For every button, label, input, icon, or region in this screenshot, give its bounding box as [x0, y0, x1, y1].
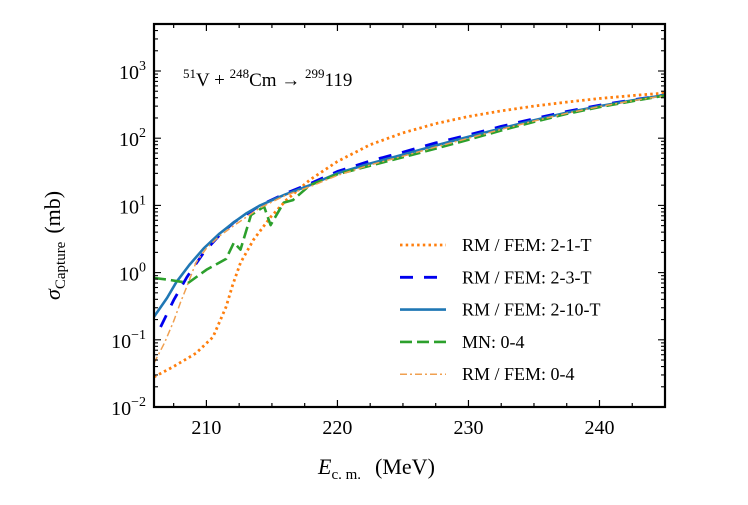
x-axis-label: Ec. m. (MeV)	[317, 454, 435, 483]
y-axis-symbol: σ	[40, 288, 65, 300]
y-tick-exp: 1	[139, 193, 146, 208]
x-tick-label: 210	[191, 417, 221, 439]
y-tick-base: 10	[111, 331, 131, 353]
y-tick-label: 103	[119, 59, 146, 84]
y-tick-label: 101	[119, 193, 146, 218]
x-axis-subscript: c. m.	[331, 467, 361, 483]
y-tick-exp: −2	[131, 395, 146, 410]
legend: RM / FEM: 2-1-T RM / FEM: 2-3-T RM / FEM…	[400, 235, 601, 384]
y-tick-label: 10−2	[111, 395, 146, 420]
legend-label: RM / FEM: 2-10-T	[462, 300, 601, 320]
y-tick-base: 10	[119, 62, 139, 84]
y-tick-exp: 2	[139, 126, 146, 141]
annotation-sup-2: 248	[230, 66, 250, 81]
y-tick-exp: 0	[139, 261, 146, 276]
x-axis-unit: (MeV)	[375, 454, 435, 479]
annotation-text-2: Cm →	[249, 70, 305, 91]
y-tick-base: 10	[119, 129, 139, 151]
y-tick-label: 10−1	[111, 328, 146, 353]
y-axis-subscript: Capture	[53, 241, 69, 289]
x-tick-label: 240	[584, 417, 614, 439]
legend-label: RM / FEM: 0-4	[462, 364, 575, 384]
legend-label: RM / FEM: 2-3-T	[462, 267, 592, 287]
y-tick-label: 100	[119, 261, 146, 286]
series-line-4	[154, 94, 665, 285]
ticks-layer	[154, 23, 666, 408]
annotation-text-3: 119	[325, 70, 353, 91]
y-tick-exp: −1	[131, 328, 146, 343]
annotation-text-1: V +	[196, 70, 230, 91]
y-axis-unit: (mb)	[40, 191, 65, 234]
x-tick-label: 220	[322, 417, 352, 439]
y-axis-label: σCapture (mb)	[40, 191, 69, 300]
y-tick-base: 10	[111, 398, 131, 420]
y-tick-base: 10	[119, 264, 139, 286]
series-line-2	[159, 93, 665, 328]
annotation-sup-3: 299	[305, 66, 325, 81]
y-tick-label: 102	[119, 126, 146, 151]
series-layer	[154, 91, 665, 379]
series-line-5	[154, 94, 665, 364]
annotation-sup-1: 51	[183, 66, 196, 81]
series-line-1	[154, 91, 665, 379]
reaction-annotation: 51V + 248Cm → 299119	[183, 66, 352, 91]
x-axis-symbol: E	[317, 454, 332, 479]
legend-label: RM / FEM: 2-1-T	[462, 235, 592, 255]
plot-frame	[152, 22, 667, 409]
x-tick-label: 230	[453, 417, 483, 439]
legend-label: MN: 0-4	[462, 332, 525, 352]
y-tick-base: 10	[119, 196, 139, 218]
y-tick-exp: 3	[139, 59, 146, 74]
